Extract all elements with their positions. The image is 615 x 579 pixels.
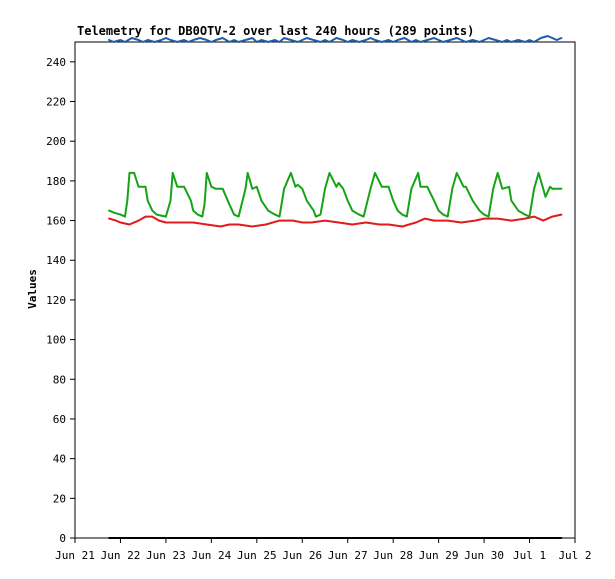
x-tick-label: Jul 1	[513, 549, 546, 562]
y-tick-label: 120	[46, 294, 66, 307]
plot-area	[74, 41, 576, 539]
y-tick-label: 0	[59, 532, 66, 545]
series-line-3	[108, 213, 563, 228]
series-line-2	[108, 171, 563, 218]
x-tick-label: Jun 22	[101, 549, 141, 562]
y-tick-label: 220	[46, 96, 66, 109]
x-tick-label: Jul 2	[558, 549, 591, 562]
y-tick-label: 20	[53, 492, 66, 505]
y-tick-label: 240	[46, 56, 66, 69]
y-axis: 0 20 40 60 80 100 120 140 160 180 200 220 240	[46, 56, 75, 545]
x-tick-label: Jun 29	[419, 549, 459, 562]
y-tick-label: 140	[46, 254, 66, 267]
x-tick-label: Jun 21	[55, 549, 95, 562]
y-tick-label: 40	[53, 453, 66, 466]
x-tick-label: Jun 27	[328, 549, 368, 562]
y-tick-label: 160	[46, 215, 66, 228]
x-tick-label: Jun 30	[464, 549, 504, 562]
plot-frame	[74, 41, 576, 539]
y-tick-label: 100	[46, 334, 66, 347]
x-tick-label: Jun 23	[146, 549, 186, 562]
y-tick-label: 200	[46, 135, 66, 148]
x-axis: Jun 21 Jun 22 Jun 23 Jun 24 Jun 25 Jun 26 Jun …	[55, 538, 592, 562]
y-tick-label: 80	[53, 373, 66, 386]
series-layer	[108, 35, 563, 539]
y-tick-label: 180	[46, 175, 66, 188]
x-tick-label: Jun 28	[373, 549, 413, 562]
series-line-1	[108, 35, 563, 43]
y-axis-label: Values	[26, 269, 39, 309]
x-tick-label: Jun 24	[191, 549, 231, 562]
x-tick-label: Jun 25	[237, 549, 277, 562]
chart-title: Telemetry for DB0OTV-2 over last 240 hou…	[77, 24, 474, 38]
x-tick-label: Jun 26	[282, 549, 322, 562]
y-tick-label: 60	[53, 413, 66, 426]
